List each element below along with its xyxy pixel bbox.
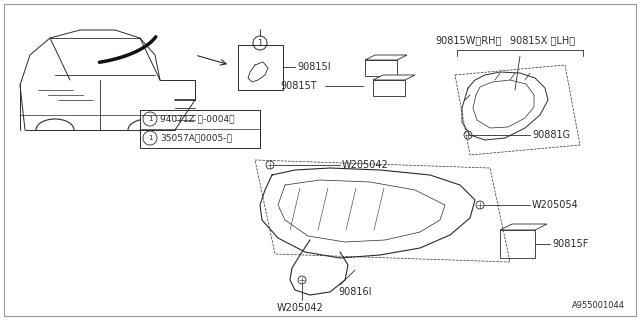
Text: 90815T: 90815T xyxy=(280,81,317,91)
Text: 90815I: 90815I xyxy=(297,62,331,72)
Bar xyxy=(373,80,405,96)
Text: 1: 1 xyxy=(148,116,152,122)
Text: W205042: W205042 xyxy=(342,160,388,170)
Text: 90816I: 90816I xyxy=(338,287,371,297)
Text: 35057A〈0005-〉: 35057A〈0005-〉 xyxy=(160,133,232,142)
Text: 90815W〈RH〉: 90815W〈RH〉 xyxy=(435,35,501,45)
Bar xyxy=(238,45,283,90)
Text: 90815X 〈LH〉: 90815X 〈LH〉 xyxy=(510,35,575,45)
Polygon shape xyxy=(365,55,407,60)
Polygon shape xyxy=(373,75,415,80)
Text: W205054: W205054 xyxy=(532,200,579,210)
Bar xyxy=(500,230,535,258)
Text: 90881G: 90881G xyxy=(532,130,570,140)
Bar xyxy=(140,110,260,148)
Text: 90815F: 90815F xyxy=(552,239,588,249)
Text: W205042: W205042 xyxy=(277,303,324,313)
Text: A955001044: A955001044 xyxy=(572,301,625,310)
Text: 94071Z 〈-0004〉: 94071Z 〈-0004〉 xyxy=(160,115,234,124)
Text: 1: 1 xyxy=(148,135,152,141)
Bar xyxy=(365,60,397,76)
Polygon shape xyxy=(500,224,547,230)
Text: 1: 1 xyxy=(257,38,262,47)
